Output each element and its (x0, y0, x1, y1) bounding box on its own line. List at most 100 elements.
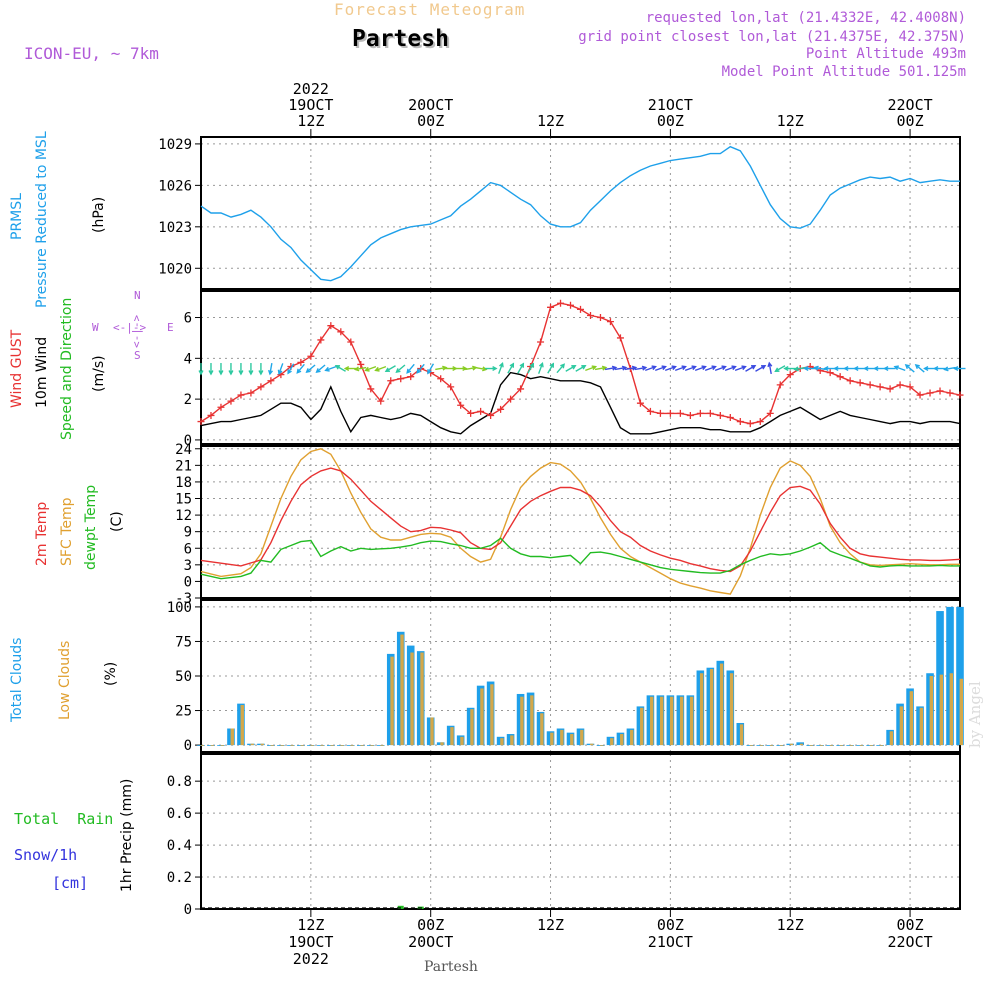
wind-arrow-shaft (674, 365, 686, 372)
gust-marker (257, 383, 265, 391)
wind-arrow-shaft (654, 365, 666, 372)
gust-marker (736, 418, 744, 426)
low-clouds-bar (240, 705, 244, 746)
cloud-bar-pair (686, 695, 695, 746)
low-clouds-bar (869, 745, 874, 746)
wind-arrow-shaft (775, 365, 786, 372)
wind-arrow-shaft (745, 365, 756, 372)
gust-marker (866, 381, 874, 389)
gust-marker (517, 385, 525, 393)
wind-arrow-shaft (269, 362, 273, 375)
cloud-bar-pair (596, 745, 605, 746)
low-clouds-bar (410, 652, 414, 746)
cloud-bar-pair (267, 745, 275, 746)
cloud-bar-pair (526, 692, 535, 746)
wind-direction-arrow (813, 365, 826, 371)
gust-marker (876, 383, 884, 391)
low-clouds-bar (809, 745, 814, 746)
wind-arrow-head (671, 365, 677, 371)
gust-marker (586, 311, 594, 319)
gust-marker (327, 322, 335, 330)
wind-arrow-shaft (768, 362, 772, 375)
wind-arrow-shaft (664, 365, 676, 372)
cloud-bar-pair (496, 736, 505, 746)
cloud-bar-pair (376, 745, 385, 746)
cloud-bar-pair (706, 667, 715, 746)
low-clouds-bar (939, 674, 944, 746)
low-clouds-bar (709, 669, 714, 746)
wind-arrow-head (571, 365, 577, 370)
low-clouds-bar (729, 673, 734, 746)
wind-arrow-head (305, 368, 311, 373)
gust-marker (477, 407, 485, 415)
wind-arrow-head (519, 362, 525, 368)
wind-arrow-head (701, 365, 707, 371)
y-tick-label: 15 (175, 492, 192, 508)
low-clouds-bar (480, 688, 484, 746)
compass-e: E (167, 321, 174, 334)
wind-arrow-shaft (507, 363, 514, 374)
panel-precip: 0 0.2 0.4 0.6 0.8 (167, 753, 961, 918)
wind-arrow-shaft (278, 363, 284, 374)
wind-arrow-shaft (594, 366, 607, 371)
y-tick-label: 24 (175, 442, 192, 458)
wind-arrow-shaft (755, 365, 766, 372)
wind-arrow-shaft (556, 363, 565, 374)
wind-arrow-head (651, 365, 657, 371)
low-clouds-bar (340, 745, 344, 746)
gust-marker (716, 411, 724, 419)
wind-direction-arrow (893, 365, 906, 372)
y-tick-label: 25 (175, 704, 192, 720)
wind-arrow-shaft (944, 366, 956, 371)
gust-marker (856, 379, 864, 387)
wind-direction-arrow (238, 363, 244, 376)
wind-arrow-shaft (527, 363, 534, 374)
y-tick-label: 50 (175, 669, 192, 685)
y-tick-label: 6 (184, 311, 192, 327)
wind-direction-arrow (343, 365, 357, 372)
low-clouds-bar (390, 656, 394, 746)
wind-arrow-head (218, 370, 224, 376)
y-tick-label: -3 (175, 591, 192, 607)
cloud-bar-pair (676, 695, 685, 746)
low-clouds-bar (689, 696, 694, 746)
wind-arrow-head (691, 365, 697, 371)
cloud-bar-pair (796, 742, 805, 746)
wind-arrow-shaft (498, 363, 504, 374)
low-clouds-bar (600, 745, 604, 746)
wind-arrow-head (492, 365, 498, 372)
gust-marker (646, 407, 654, 415)
low-clouds-bar (360, 745, 364, 746)
cloud-bar-pair (556, 728, 565, 746)
wind-arrow-head (395, 368, 401, 373)
wind-arrow-head (591, 365, 598, 371)
wind-arrow-head (914, 364, 920, 369)
low-clouds-bar (879, 745, 884, 746)
wind-arrow-head (631, 365, 638, 371)
gust-marker (497, 405, 505, 413)
cloud-bar-pair (926, 673, 934, 746)
gust-marker (766, 409, 774, 417)
wind-direction-arrow (694, 365, 707, 372)
cloud-bar-pair (197, 745, 205, 746)
gust-marker (237, 391, 245, 399)
cloud-bar-pair (646, 695, 655, 746)
cloud-bar-pair (956, 606, 964, 746)
wind-arrow-head (258, 370, 264, 376)
wind-direction-arrow (416, 363, 425, 374)
gust-marker (437, 375, 445, 383)
low-clouds-bar (789, 743, 794, 746)
wind-arrow-shaft (325, 365, 337, 372)
wind-arrow-head (560, 363, 566, 369)
wind-arrow-head (549, 362, 555, 368)
low-clouds-bar (849, 745, 854, 746)
gust-marker (836, 373, 844, 381)
cloud-bar-pair (546, 731, 555, 746)
series-dewpt-line (200, 537, 960, 580)
wind-arrow-shaft (517, 363, 524, 374)
gust-marker (227, 397, 235, 405)
low-clouds-bar (460, 736, 464, 746)
gust-marker (956, 391, 964, 399)
wind-arrow-shaft (704, 365, 716, 372)
low-clouds-bar (570, 734, 574, 746)
